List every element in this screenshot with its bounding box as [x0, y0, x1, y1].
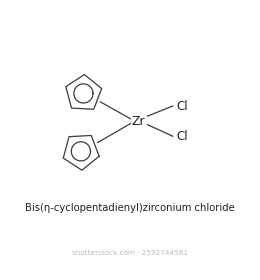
- Text: Bis(η-cyclopentadienyl)zirconium chloride: Bis(η-cyclopentadienyl)zirconium chlorid…: [25, 203, 235, 213]
- Text: Zr: Zr: [132, 115, 146, 128]
- Text: shutterstock.com · 2592744581: shutterstock.com · 2592744581: [72, 250, 188, 256]
- Text: Cl: Cl: [177, 130, 188, 143]
- Text: Cl: Cl: [177, 99, 188, 113]
